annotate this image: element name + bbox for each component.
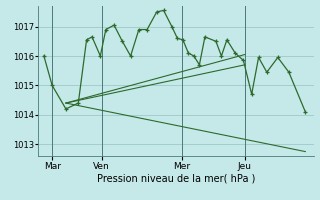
X-axis label: Pression niveau de la mer( hPa ): Pression niveau de la mer( hPa ): [97, 173, 255, 183]
